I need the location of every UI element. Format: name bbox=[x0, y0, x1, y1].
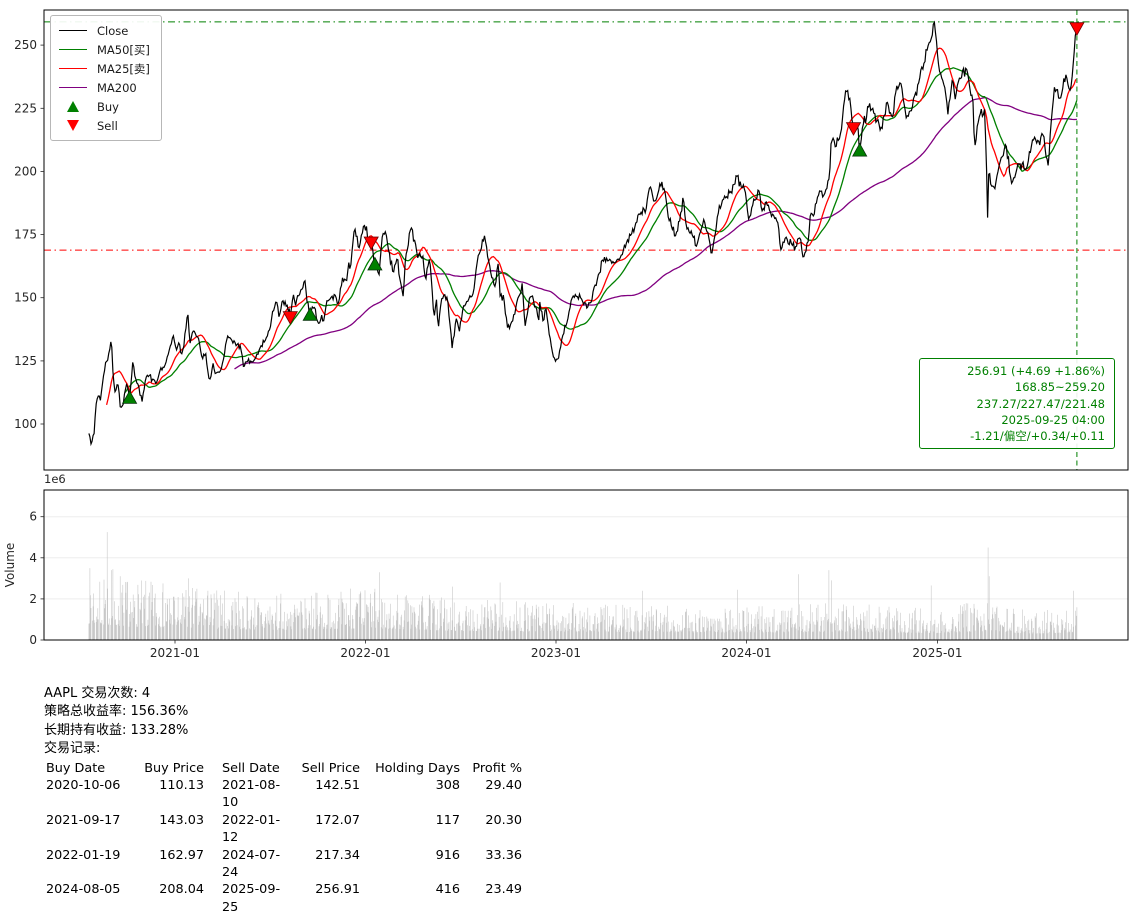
buy-marker bbox=[302, 306, 318, 321]
volume-axis-label: Volume bbox=[3, 543, 17, 588]
legend-label: MA50[买] bbox=[97, 42, 150, 57]
trade-table-cell: 2024-07-24 bbox=[222, 847, 281, 881]
volume-offset-label: 1e6 bbox=[44, 472, 66, 486]
chart-canvas: 0 2 4 6 1e6 Volume 2021-01 2022-01 2023-01 2024-0… bbox=[3, 9, 1129, 660]
price-frame bbox=[43, 9, 1129, 471]
x-tick-label: 2024-01 bbox=[721, 646, 771, 660]
trade-table-cell: 2021-09-17 bbox=[46, 812, 121, 828]
trade-table: Buy Date Buy Price Sell Date Sell Price Hold… bbox=[44, 760, 534, 916]
x-tick-label: 2021-01 bbox=[150, 646, 200, 660]
trade-table-cell: 33.36 bbox=[485, 847, 522, 863]
annotation-line: 256.91 (+4.69 +1.86%) bbox=[967, 364, 1105, 378]
stats-block: AAPL 交易次数: 4 策略总收益率: 156.36% 长期持有收益: 133… bbox=[44, 685, 534, 916]
price-ytick-label: 250 bbox=[14, 38, 37, 52]
trade-table-cell: 308 bbox=[435, 778, 460, 794]
trade-table-cell: 20.30 bbox=[485, 812, 522, 828]
legend-item-buy: Buy bbox=[59, 97, 150, 116]
ma200-line bbox=[234, 97, 1077, 370]
trade-table-cell: 142.51 bbox=[315, 778, 360, 794]
close-line bbox=[88, 20, 1077, 447]
ma25-line bbox=[105, 47, 1077, 406]
legend-label: Close bbox=[97, 23, 129, 38]
x-tick-label: 2022-01 bbox=[340, 646, 390, 660]
sell-marker bbox=[845, 122, 862, 136]
trade-table-cell: 2025-09-25 bbox=[222, 882, 281, 915]
trade-table-header: Profit % bbox=[472, 760, 522, 776]
close-line-swatch-icon bbox=[59, 30, 89, 31]
trades-count-line: AAPL 交易次数: 4 bbox=[44, 686, 151, 701]
annotation-line: 2025-09-25 04:00 bbox=[1001, 412, 1105, 427]
trade-table-cell: 2022-01-19 bbox=[46, 847, 121, 863]
annotation-line: -1.21/偏空/+0.34/+0.11 bbox=[970, 429, 1105, 444]
trade-table-cell: 2021-08-10 bbox=[222, 778, 281, 811]
trade-table-header: Holding Days bbox=[375, 760, 460, 776]
quote-annotation-box: 256.91 (+4.69 +1.86%) 168.85~259.20 237.27… bbox=[919, 358, 1115, 450]
x-tick-label: 2025-01 bbox=[912, 646, 962, 660]
trade-table-cell: 2020-10-06 bbox=[46, 778, 121, 794]
holding-return-line: 长期持有收益: 133.28% bbox=[44, 722, 189, 738]
trade-table-header: Buy Date bbox=[46, 760, 106, 776]
trade-table-cell: 23.49 bbox=[485, 882, 522, 898]
volume-ytick-label: 0 bbox=[29, 633, 37, 647]
chart-legend: Close MA50[买] MA25[卖] MA200 Buy Sell bbox=[50, 15, 162, 141]
ma50-line bbox=[124, 67, 1078, 394]
price-ytick-label: 200 bbox=[14, 164, 37, 178]
price-ytick-label: 125 bbox=[14, 354, 37, 368]
stock-chart: 0 2 4 6 1e6 Volume 2021-01 2022-01 2023-01 2024-0… bbox=[3, 9, 1129, 660]
trade-table-cell: 110.13 bbox=[159, 778, 204, 794]
trade-table-cell: 162.97 bbox=[159, 847, 204, 863]
buy-marker bbox=[121, 390, 138, 404]
sell-marker bbox=[363, 236, 379, 251]
buy-marker bbox=[852, 142, 868, 157]
price-panel: 100 125 150 175 200 225 250 bbox=[14, 9, 1129, 471]
trade-table-header: Buy Price bbox=[144, 760, 204, 776]
trade-table-header: Sell Price bbox=[301, 760, 360, 776]
price-ytick-label: 100 bbox=[14, 417, 37, 431]
trade-table-cell: 2022-01-12 bbox=[222, 812, 281, 846]
trade-table-cell: 256.91 bbox=[315, 882, 360, 898]
legend-label: MA200 bbox=[97, 80, 137, 95]
volume-ytick-label: 4 bbox=[29, 551, 37, 565]
legend-item-ma50: MA50[买] bbox=[59, 40, 150, 59]
ma50--line-swatch-icon bbox=[59, 49, 89, 50]
x-tick-label: 2023-01 bbox=[531, 646, 581, 660]
legend-label: Buy bbox=[97, 99, 119, 114]
legend-item-sell: Sell bbox=[59, 116, 150, 135]
trade-table-cell: 416 bbox=[435, 882, 460, 898]
volume-ytick-label: 6 bbox=[29, 510, 37, 524]
trade-table-cell: 916 bbox=[435, 847, 460, 863]
price-ytick-label: 150 bbox=[14, 291, 37, 305]
legend-label: Sell bbox=[97, 118, 118, 133]
volume-frame bbox=[43, 489, 1129, 641]
price-ytick-label: 175 bbox=[14, 228, 37, 242]
ma25--line-swatch-icon bbox=[59, 68, 89, 69]
trade-table-cell: 117 bbox=[435, 812, 460, 828]
legend-item-close: Close bbox=[59, 21, 150, 40]
trade-table-cell: 143.03 bbox=[159, 812, 204, 828]
legend-item-ma200: MA200 bbox=[59, 78, 150, 97]
volume-panel: 0 2 4 6 1e6 Volume 2021-01 2022-01 2023-01 2024-0… bbox=[3, 472, 1129, 660]
price-ytick-label: 225 bbox=[14, 101, 37, 115]
trade-table-cell: 172.07 bbox=[315, 812, 360, 828]
sell-marker bbox=[1069, 22, 1085, 37]
trade-records-title: 交易记录: bbox=[44, 741, 101, 757]
trade-table-header: Sell Date bbox=[222, 760, 280, 776]
annotation-line: 237.27/227.47/221.48 bbox=[976, 396, 1105, 411]
trade-table-cell: 2024-08-05 bbox=[46, 882, 121, 898]
volume-bars bbox=[88, 532, 1078, 640]
sell-marker bbox=[282, 311, 298, 325]
trade-table-cell: 217.34 bbox=[315, 847, 360, 863]
legend-item-ma25: MA25[卖] bbox=[59, 59, 150, 78]
volume-ytick-label: 2 bbox=[29, 592, 37, 606]
legend-label: MA25[卖] bbox=[97, 61, 150, 76]
buy-marker bbox=[367, 256, 383, 271]
ma200-line-swatch-icon bbox=[59, 87, 89, 88]
trade-table-cell: 208.04 bbox=[159, 882, 204, 898]
sell-triangle-icon bbox=[59, 120, 89, 131]
trade-table-cell: 29.40 bbox=[485, 778, 522, 794]
strategy-return-line: 策略总收益率: 156.36% bbox=[44, 704, 189, 720]
annotation-line: 168.85~259.20 bbox=[1014, 380, 1105, 395]
buy-triangle-icon bbox=[59, 101, 89, 112]
